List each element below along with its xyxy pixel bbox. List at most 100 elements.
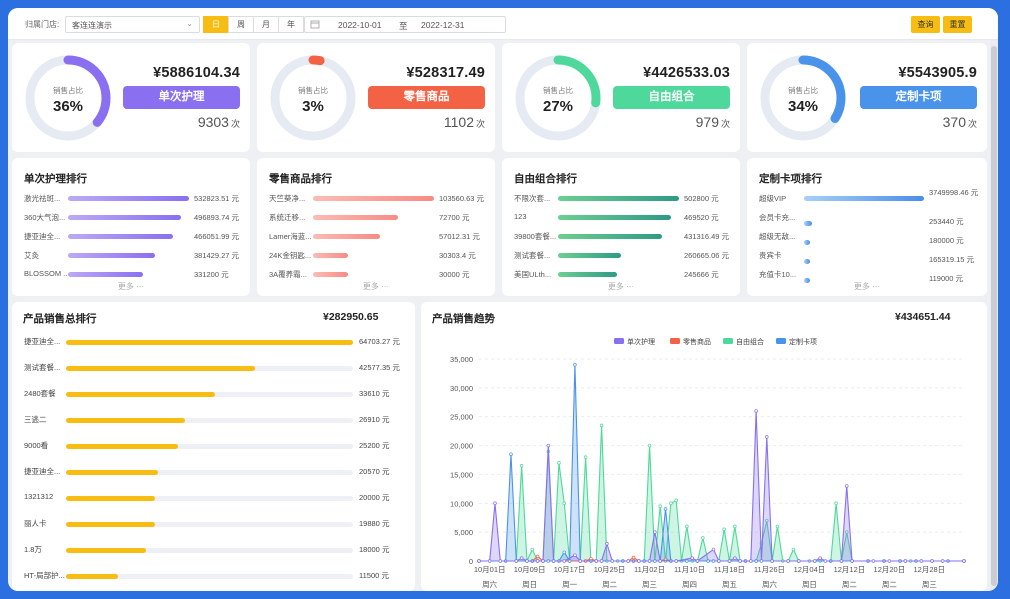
total-ranking-item-value: 26910 元 <box>359 415 390 424</box>
total-ranking-row[interactable]: 丽人卡 19880 元 <box>24 517 405 531</box>
more-link[interactable]: 更多 ··· <box>607 282 635 291</box>
more-link[interactable]: 更多 ··· <box>117 282 145 291</box>
ranking-item-value: 72700 元 <box>439 213 470 222</box>
series-point <box>658 559 662 563</box>
stat-count: 370 次 <box>942 114 977 130</box>
total-ranking-row[interactable]: HT-局部护... 11500 元 <box>24 569 405 583</box>
ranking-item-value: 103560.63 元 <box>439 194 485 203</box>
period-day-button[interactable]: 日 <box>203 16 229 33</box>
ranking-row[interactable]: 天竺葵净... 103560.63 元 <box>269 192 485 206</box>
series-point <box>797 559 801 563</box>
store-select-value: 客连连演示 <box>72 21 112 30</box>
donut-caption: 销售占比 <box>543 86 573 95</box>
total-ranking-item-value: 25200 元 <box>359 441 390 450</box>
total-ranking-row[interactable]: 9000看 25200 元 <box>24 439 405 453</box>
ranking-row[interactable]: 测试套餐... 260665.06 元 <box>514 249 730 263</box>
series-point <box>498 559 503 563</box>
ranking-row[interactable]: 360大气泡... 496893.74 元 <box>24 211 240 225</box>
sales-share-donut <box>760 55 846 141</box>
total-ranking-row[interactable]: 三逃二 26910 元 <box>24 413 405 427</box>
total-ranking-track <box>66 574 353 579</box>
total-ranking-row[interactable]: 捷亚迪全... 64703.27 元 <box>24 335 405 349</box>
ranking-row[interactable]: 3A覆养霜... 30000 元 <box>269 268 485 282</box>
donut-arc <box>25 55 111 141</box>
series-point <box>844 484 849 488</box>
total-ranking-item-name: 测试套餐... <box>24 363 61 372</box>
total-ranking-row[interactable]: 捷亚迪全... 20570 元 <box>24 465 405 479</box>
ranking-bar <box>558 215 671 220</box>
total-ranking-row[interactable]: 1321312 20000 元 <box>24 491 405 505</box>
sales-share-donut <box>515 55 601 141</box>
period-month-button[interactable]: 月 <box>253 16 279 33</box>
total-ranking-amount: ¥282950.65 <box>323 311 379 323</box>
series-point <box>610 559 614 563</box>
ranking-row[interactable]: 会员卡充... 253440 元 <box>759 211 977 226</box>
stat-amount: ¥5543905.9 <box>898 65 977 81</box>
x-tick-label: 12月28日 <box>914 565 946 574</box>
ranking-item-value: 331200 元 <box>194 270 229 279</box>
more-link[interactable]: 更多 ··· <box>362 282 390 291</box>
ranking-item-value: 119000 元 <box>929 274 964 283</box>
total-ranking-row[interactable]: 1.8万 18000 元 <box>24 543 405 557</box>
ranking-item-name: 360大气泡... <box>24 213 66 222</box>
more-link[interactable]: 更多 ··· <box>853 282 881 291</box>
ranking-row[interactable]: 123 469520 元 <box>514 211 730 225</box>
total-ranking-item-value: 64703.27 元 <box>359 337 400 346</box>
y-tick-label: 35,000 <box>450 355 473 364</box>
donut-arc <box>760 55 846 141</box>
series-point <box>887 559 892 563</box>
ranking-row[interactable]: 不限次套... 502800 元 <box>514 192 730 206</box>
series-point <box>546 443 551 448</box>
series-point <box>599 423 604 428</box>
scrollbar[interactable] <box>990 40 998 591</box>
ranking-row[interactable]: 激光祛斑... 532823.51 元 <box>24 192 240 206</box>
series-point <box>839 559 844 563</box>
total-ranking-track <box>66 418 353 423</box>
ranking-bar <box>804 196 924 201</box>
stat-count: 9303 次 <box>197 114 240 130</box>
series-point <box>562 559 567 563</box>
legend-label: 自由组合 <box>736 337 764 346</box>
ranking-item-name: 超级VIP <box>759 194 787 203</box>
query-button[interactable]: 查询 <box>911 16 940 33</box>
x-weekday-label: 周六 <box>482 579 497 589</box>
period-year-button[interactable]: 年 <box>278 16 304 33</box>
total-ranking-track <box>66 444 353 449</box>
store-select[interactable]: 客连连演示 ⌄ <box>65 16 200 33</box>
ranking-item-value: 381429.27 元 <box>194 251 240 260</box>
series-point <box>775 524 780 529</box>
total-ranking-bar <box>66 392 216 397</box>
ranking-row[interactable]: 美国ULth... 245666 元 <box>514 268 730 282</box>
ranking-row[interactable]: 充值卡10... 119000 元 <box>759 268 977 283</box>
ranking-item-name: 系统迁移... <box>269 213 306 222</box>
x-weekday-label: 周五 <box>722 580 737 589</box>
ranking-row[interactable]: 超级VIP 3749998.46 元 <box>759 188 978 206</box>
total-ranking-row[interactable]: 2480套餐 33610 元 <box>24 387 405 401</box>
ranking-row[interactable]: 系统迁移... 72700 元 <box>269 211 485 225</box>
ranking-row[interactable]: BLOSSOM ... 331200 元 <box>24 268 240 282</box>
ranking-row[interactable]: 艾灸 381429.27 元 <box>24 249 240 263</box>
series-point <box>765 518 769 523</box>
stat-count: 979 次 <box>695 114 730 130</box>
series-point <box>631 555 636 560</box>
sales-trend-chart: 0 5,000 10,000 15,000 20,000 25,000 30,000 35,0… <box>450 337 966 589</box>
ranking-row[interactable]: 贵宾卡 165319.15 元 <box>759 249 977 264</box>
ranking-row[interactable]: 39800套餐... 431316.49 元 <box>514 230 730 244</box>
reset-button[interactable]: 重置 <box>943 16 972 33</box>
date-range-picker[interactable]: 2022-10-01 至 2022-12-31 <box>304 16 506 33</box>
ranking-item-value: 245666 元 <box>684 270 719 279</box>
total-ranking-row[interactable]: 测试套餐... 42577.35 元 <box>24 361 405 375</box>
date-end[interactable]: 2022-12-31 <box>421 20 465 30</box>
date-start[interactable]: 2022-10-01 <box>338 20 382 30</box>
ranking-row[interactable]: 捷亚迪全... 466051.99 元 <box>24 230 240 244</box>
period-week-button[interactable]: 周 <box>228 16 254 33</box>
ranking-item-value: 260665.06 元 <box>684 251 730 260</box>
donut-arc <box>515 55 601 141</box>
ranking-row[interactable]: Lamer海蓝... 57012.31 元 <box>269 230 485 244</box>
series-point <box>706 559 710 563</box>
ranking-row[interactable]: 超级无敌... 180000 元 <box>759 230 977 245</box>
total-ranking-item-value: 20570 元 <box>359 467 390 476</box>
total-ranking-bar <box>66 470 158 475</box>
ranking-row[interactable]: 24K金钥匙... 30303.4 元 <box>269 249 485 263</box>
scrollbar-thumb[interactable] <box>991 46 997 586</box>
